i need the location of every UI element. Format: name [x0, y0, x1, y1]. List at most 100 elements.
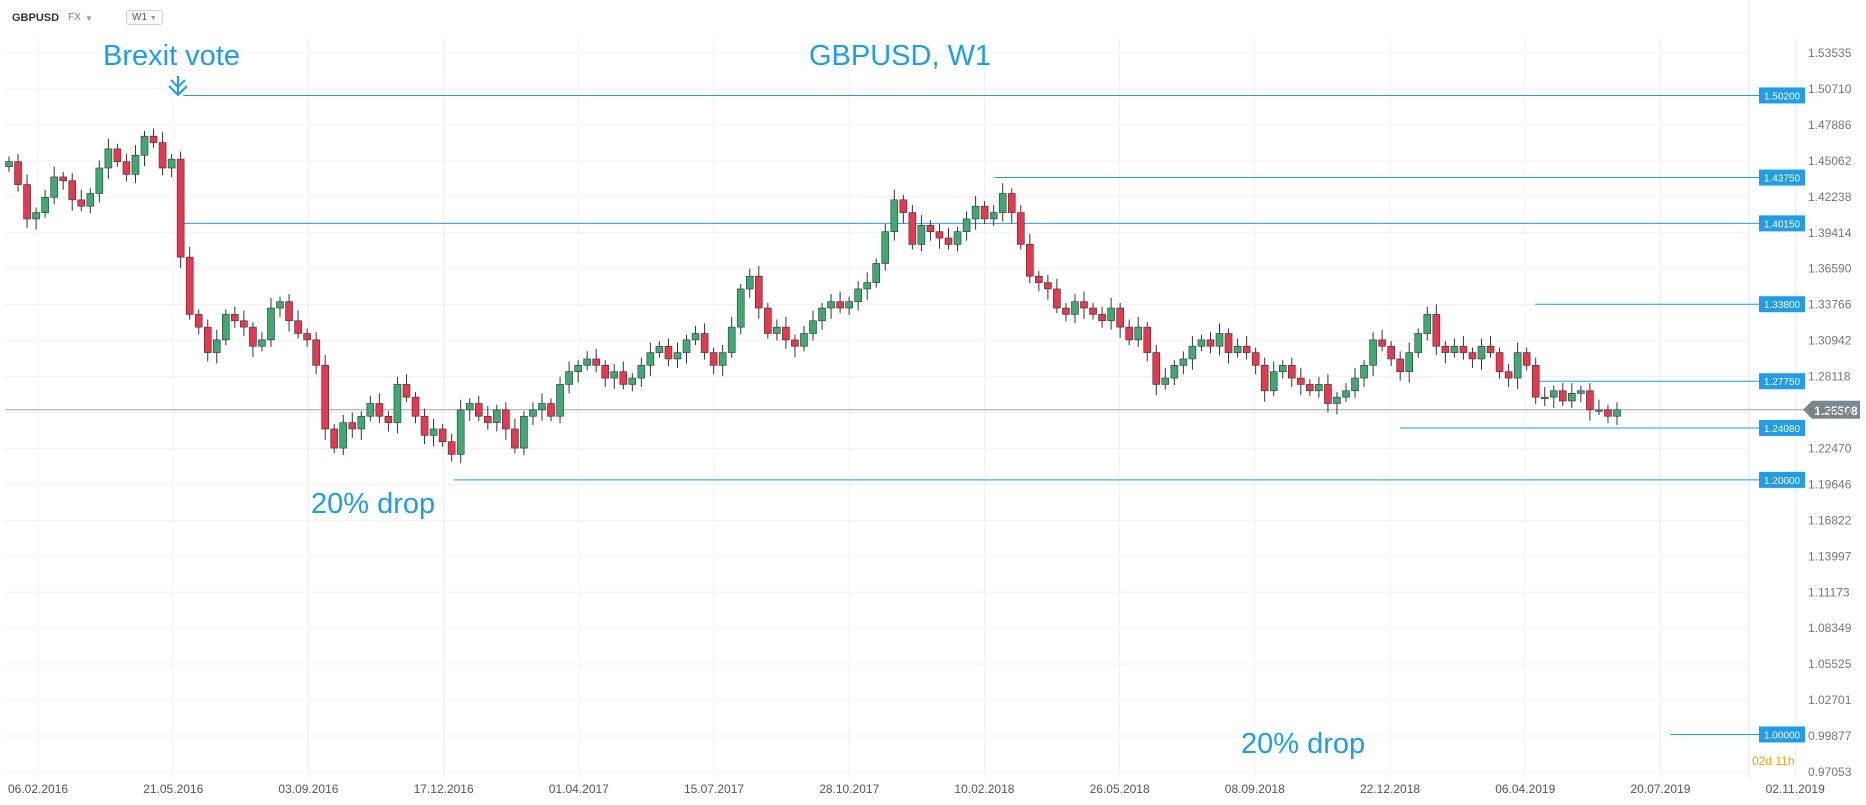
candle-bearish [1378, 339, 1386, 347]
candle-bullish [1071, 301, 1079, 315]
candle-bearish [185, 256, 194, 315]
candle-bullish [637, 365, 646, 379]
candle-bearish [176, 158, 185, 258]
candle-bullish [1477, 345, 1486, 360]
candle-bearish [113, 148, 122, 162]
x-tick-label: 06.04.2019 [1495, 782, 1555, 796]
x-axis: 06.02.2016 21.05.2016 03.09.2016 17.12.2016… [8, 782, 1825, 796]
x-tick-label: 22.12.2018 [1360, 782, 1420, 796]
level-tag-label: 1.43750 [1764, 174, 1801, 185]
candle-bearish [1062, 307, 1070, 315]
candle-bearish [980, 205, 989, 220]
candle-bearish [1251, 352, 1260, 366]
y-tick-label: 1.02701 [1808, 693, 1852, 707]
candle-bullish [917, 224, 926, 245]
candle-bullish [32, 212, 40, 220]
candle-bullish [1549, 390, 1558, 398]
candle-bullish [727, 326, 736, 353]
candle-bearish [158, 142, 167, 169]
candle-bearish [1026, 244, 1034, 277]
brexit-vote-label: Brexit vote [103, 40, 240, 72]
symbol-label[interactable]: GBPUSD [12, 12, 60, 24]
candle-bearish [1504, 371, 1513, 379]
y-tick-label: 1.53535 [1808, 46, 1852, 60]
candle-bearish [1116, 307, 1124, 328]
candle-bullish [429, 428, 438, 436]
candle-bullish [953, 231, 962, 245]
candle-bearish [68, 180, 77, 201]
current-price-tag [1803, 400, 1860, 419]
candle-bearish [149, 135, 158, 143]
candle-bearish [908, 212, 917, 245]
candle-bullish [1188, 345, 1197, 360]
candle-bullish [95, 167, 104, 194]
candle-bullish [1161, 377, 1170, 385]
candle-bearish [330, 428, 339, 449]
candle-bearish [926, 224, 935, 232]
candle-bullish [1215, 333, 1224, 347]
y-tick-label: 1.39414 [1808, 226, 1852, 240]
candle-bullish [818, 307, 826, 322]
candle-bearish [1016, 212, 1025, 245]
candle-bearish [1486, 345, 1495, 353]
candle-bearish [601, 365, 610, 379]
candle-bearish [1260, 365, 1269, 392]
candle-bullish [682, 339, 691, 353]
candle-bullish [1613, 409, 1621, 417]
candle-bearish [502, 409, 510, 430]
candle-bearish [1242, 345, 1251, 353]
candle-bearish [782, 326, 790, 341]
level-tag [1759, 87, 1805, 104]
candle-bullish [574, 365, 582, 372]
candle-bearish [14, 161, 22, 185]
market-label[interactable]: FX [68, 12, 81, 23]
drop-label-projection: 20% drop [1241, 728, 1365, 760]
candle-bearish [592, 358, 600, 366]
candle-bearish [1053, 288, 1061, 309]
candle-bullish [465, 403, 474, 411]
candle-bullish [167, 158, 176, 169]
candle-bearish [1089, 307, 1097, 315]
level-lines: 1.50200 1.43750 1.40150 1.33800 1.27750 1.240… [5, 87, 1860, 743]
countdown-days: 02 [1752, 754, 1766, 768]
candle-bearish [836, 301, 844, 309]
candle-bullish [998, 193, 1007, 213]
candle-bullish [1513, 352, 1522, 379]
candle-bearish [754, 275, 763, 309]
candle-bullish [1333, 396, 1341, 404]
level-tag [1759, 726, 1805, 743]
bar-countdown: 02d 11h [1752, 754, 1795, 768]
candle-bullish [1577, 390, 1585, 394]
annotations: GBPUSD, W1 Brexit vote 20% drop 20% drop [103, 40, 1365, 760]
level-tag [1759, 373, 1805, 390]
y-tick-label: 1.30942 [1808, 334, 1852, 348]
x-tick-label: 20.07.2019 [1630, 782, 1690, 796]
candle-bullish [691, 333, 700, 341]
y-tick-label: 1.47886 [1808, 118, 1852, 132]
candle-bullish [655, 345, 664, 353]
candle-bearish [240, 320, 248, 328]
candle-bullish [1540, 396, 1549, 399]
level-tag [1759, 419, 1805, 436]
candle-bearish [619, 371, 628, 385]
level-tag-label: 1.40150 [1764, 219, 1801, 230]
candle-bearish [899, 199, 908, 213]
candle-bearish [1152, 352, 1161, 385]
candle-bearish [194, 314, 203, 328]
y-tick-label: 1.42238 [1808, 190, 1852, 204]
market-chevron-down-icon[interactable]: ▼ [85, 14, 93, 23]
candle-bullish [520, 415, 528, 449]
candle-bullish [971, 205, 980, 220]
candle-bearish [321, 365, 329, 430]
candle-bearish [1206, 339, 1215, 347]
candle-bearish [384, 415, 393, 423]
timeframe-select[interactable]: W1 ▼ [126, 10, 163, 25]
candle-bullish [456, 409, 465, 455]
candle-bearish [1324, 384, 1332, 404]
candle-bearish [1441, 345, 1450, 353]
candle-bullish [529, 409, 537, 417]
candle-bearish [1297, 377, 1305, 385]
countdown-hours-unit: h [1787, 754, 1795, 768]
candle-bullish [854, 288, 862, 302]
